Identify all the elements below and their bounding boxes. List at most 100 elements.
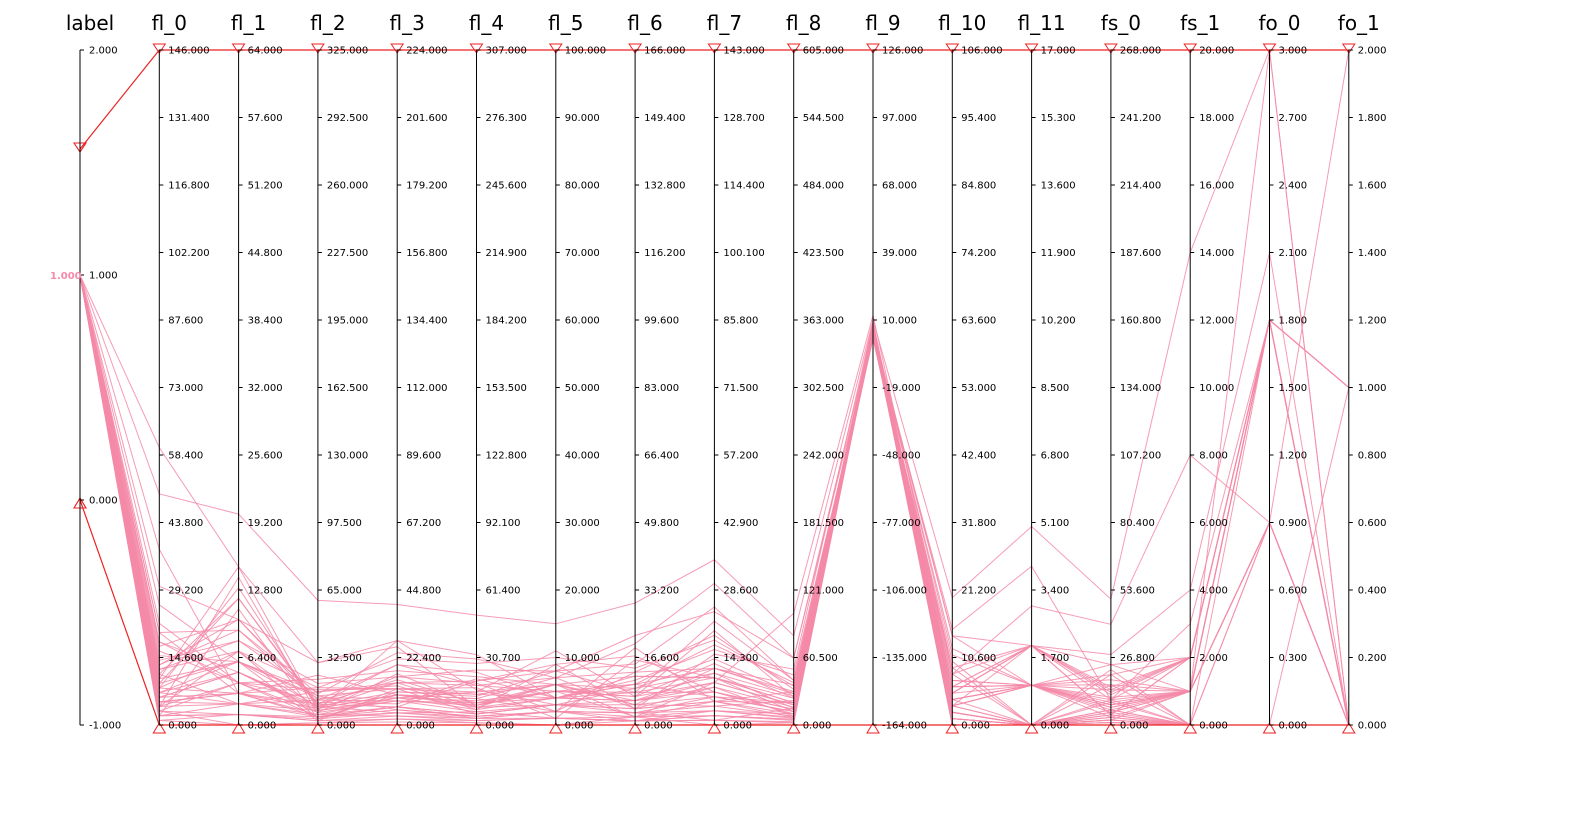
marker-triangle-1-9	[786, 722, 801, 734]
tick-label-fl_1-8: 12.800	[248, 586, 283, 597]
tick-label-fl_4-1: 276.300	[486, 113, 527, 124]
marker-triangle-1-16	[1341, 722, 1356, 734]
tick-label-fl_5-3: 70.000	[565, 248, 600, 259]
tick-label-fl_10-3: 74.200	[961, 248, 996, 259]
axis-fl_9: fl_9 126.000 97.000 68.000 39.000 10.000 -19.0…	[865, 11, 927, 732]
tick-label-fl_0-9: 14.600	[168, 653, 203, 664]
tick-label-fl_6-10: 0.000	[644, 721, 673, 732]
axis-title-fl_6: fl_6	[627, 11, 662, 35]
tick-label-fl_1-9: 6.400	[248, 653, 277, 664]
tick-label-fl_4-2: 245.600	[486, 181, 527, 192]
tick-label-fl_5-0: 100.000	[565, 46, 606, 57]
tick-label-fl_5-10: 0.000	[565, 721, 594, 732]
axis-title-fl_1: fl_1	[231, 11, 266, 35]
tick-label-fl_11-6: 6.800	[1041, 451, 1070, 462]
tick-label-fl_11-0: 17.000	[1041, 46, 1076, 57]
tick-label-fo_1-9: 0.200	[1358, 653, 1387, 664]
axis-label: label 2.000 1.000 0.000 -1.000	[66, 11, 121, 732]
tick-label-fs_0-10: 0.000	[1120, 721, 1149, 732]
tick-label-fs_0-7: 80.400	[1120, 518, 1155, 529]
tick-label-fo_0-5: 1.500	[1279, 383, 1308, 394]
tick-label-fl_0-8: 29.200	[168, 586, 203, 597]
tick-label-fl_7-3: 100.100	[723, 248, 764, 259]
tick-label-fl_11-4: 10.200	[1041, 316, 1076, 327]
axis-title-fl_8: fl_8	[786, 11, 821, 35]
tick-label-fo_1-5: 1.000	[1358, 383, 1387, 394]
marker-triangle-0-5	[469, 43, 484, 54]
tick-label-fs_0-8: 53.600	[1120, 586, 1155, 597]
tick-label-fl_0-4: 87.600	[168, 316, 203, 327]
tick-label-fl_11-1: 15.300	[1041, 113, 1076, 124]
marker-triangle-0-6	[548, 43, 563, 54]
tick-label-fl_3-0: 224.000	[406, 46, 447, 57]
tick-label-fs_1-6: 8.000	[1199, 451, 1228, 462]
tick-label-fl_5-5: 50.000	[565, 383, 600, 394]
tick-label-fl_4-6: 122.800	[486, 451, 527, 462]
label-value-marker: 1.000	[50, 271, 82, 282]
tick-label-fl_1-3: 44.800	[248, 248, 283, 259]
axis-fl_6: fl_6 166.000 149.400 132.800 116.200 99.600 83…	[627, 11, 685, 732]
tick-label-fs_1-4: 12.000	[1199, 316, 1234, 327]
axis-fl_1: fl_1 64.000 57.600 51.200 44.800 38.400 32.000…	[231, 11, 283, 732]
marker-triangle-1-1	[152, 722, 167, 734]
tick-label-fl_6-7: 49.800	[644, 518, 679, 529]
tick-label-label-0: 2.000	[89, 46, 118, 57]
axis-fl_4: fl_4 307.000 276.300 245.600 214.900 184.200 1…	[469, 11, 527, 732]
tick-label-fl_1-7: 19.200	[248, 518, 283, 529]
tick-label-fo_0-3: 2.100	[1279, 248, 1308, 259]
axis-title-fo_0: fo_0	[1258, 11, 1300, 35]
tick-label-fl_5-9: 10.000	[565, 653, 600, 664]
tick-label-fl_9-7: -77.000	[882, 518, 921, 529]
tick-label-fl_2-8: 65.000	[327, 586, 362, 597]
tick-label-fl_9-4: 10.000	[882, 316, 917, 327]
tick-label-fl_5-2: 80.000	[565, 181, 600, 192]
tick-label-label-1: 1.000	[89, 271, 118, 282]
tick-label-fo_0-1: 2.700	[1279, 113, 1308, 124]
tick-label-fl_11-5: 8.500	[1041, 383, 1070, 394]
tick-label-fl_4-8: 61.400	[486, 586, 521, 597]
tick-label-fo_1-3: 1.400	[1358, 248, 1387, 259]
tick-label-fl_0-5: 73.000	[168, 383, 203, 394]
tick-label-fs_1-2: 16.000	[1199, 181, 1234, 192]
tick-label-fl_6-0: 166.000	[644, 46, 685, 57]
marker-triangle-1-7	[628, 722, 642, 734]
tick-label-fl_0-6: 58.400	[168, 451, 203, 462]
tick-label-fo_1-0: 2.000	[1358, 46, 1387, 57]
tick-label-fl_7-0: 143.000	[723, 46, 764, 57]
tick-label-fl_4-10: 0.000	[486, 721, 515, 732]
tick-label-fs_1-10: 0.000	[1199, 721, 1228, 732]
marker-triangle-1-15	[1262, 722, 1277, 734]
axis-fs_1: fs_1 20.000 18.000 16.000 14.000 12.000 10.000…	[1180, 11, 1234, 732]
tick-label-fl_7-8: 28.600	[723, 586, 758, 597]
tick-label-fo_0-4: 1.800	[1279, 316, 1308, 327]
tick-label-fo_0-7: 0.900	[1279, 518, 1308, 529]
marker-triangle-1-3	[311, 722, 325, 734]
tick-label-fl_0-3: 102.200	[168, 248, 209, 259]
tick-label-fl_3-10: 0.000	[406, 721, 435, 732]
tick-label-fl_10-2: 84.800	[961, 181, 996, 192]
tick-label-fl_9-6: -48.000	[882, 451, 921, 462]
axis-title-fl_9: fl_9	[865, 11, 900, 35]
tick-label-fl_8-9: 60.500	[803, 653, 838, 664]
tick-label-fl_7-5: 71.500	[723, 383, 758, 394]
tick-label-fl_5-6: 40.000	[565, 451, 600, 462]
tick-label-fo_1-8: 0.400	[1358, 586, 1387, 597]
tick-label-fl_8-5: 302.500	[803, 383, 844, 394]
tick-label-fl_8-7: 181.500	[803, 518, 844, 529]
axis-title-fl_2: fl_2	[310, 11, 345, 35]
marker-triangle-0-14	[1183, 43, 1198, 54]
tick-label-fs_1-1: 18.000	[1199, 113, 1234, 124]
tick-label-fl_10-10: 0.000	[961, 721, 990, 732]
marker-triangle-1-12	[1024, 722, 1039, 734]
axis-fl_10: fl_10 106.000 95.400 84.800 74.200 63.600 53.0…	[938, 11, 1002, 732]
marker-triangle-0-13	[1103, 43, 1118, 54]
axis-fl_5: fl_5 100.000 90.000 80.000 70.000 60.000 50.00…	[548, 11, 606, 732]
tick-label-fl_8-0: 605.000	[803, 46, 844, 57]
tick-label-fo_0-0: 3.000	[1279, 46, 1308, 57]
axis-fl_7: fl_7 143.000 128.700 114.400 100.100 85.800 71…	[707, 11, 765, 732]
tick-label-fl_7-7: 42.900	[723, 518, 758, 529]
tick-label-fs_0-4: 160.800	[1120, 316, 1161, 327]
tick-label-fl_10-1: 95.400	[961, 113, 996, 124]
marker-triangle-0-1	[152, 43, 167, 54]
